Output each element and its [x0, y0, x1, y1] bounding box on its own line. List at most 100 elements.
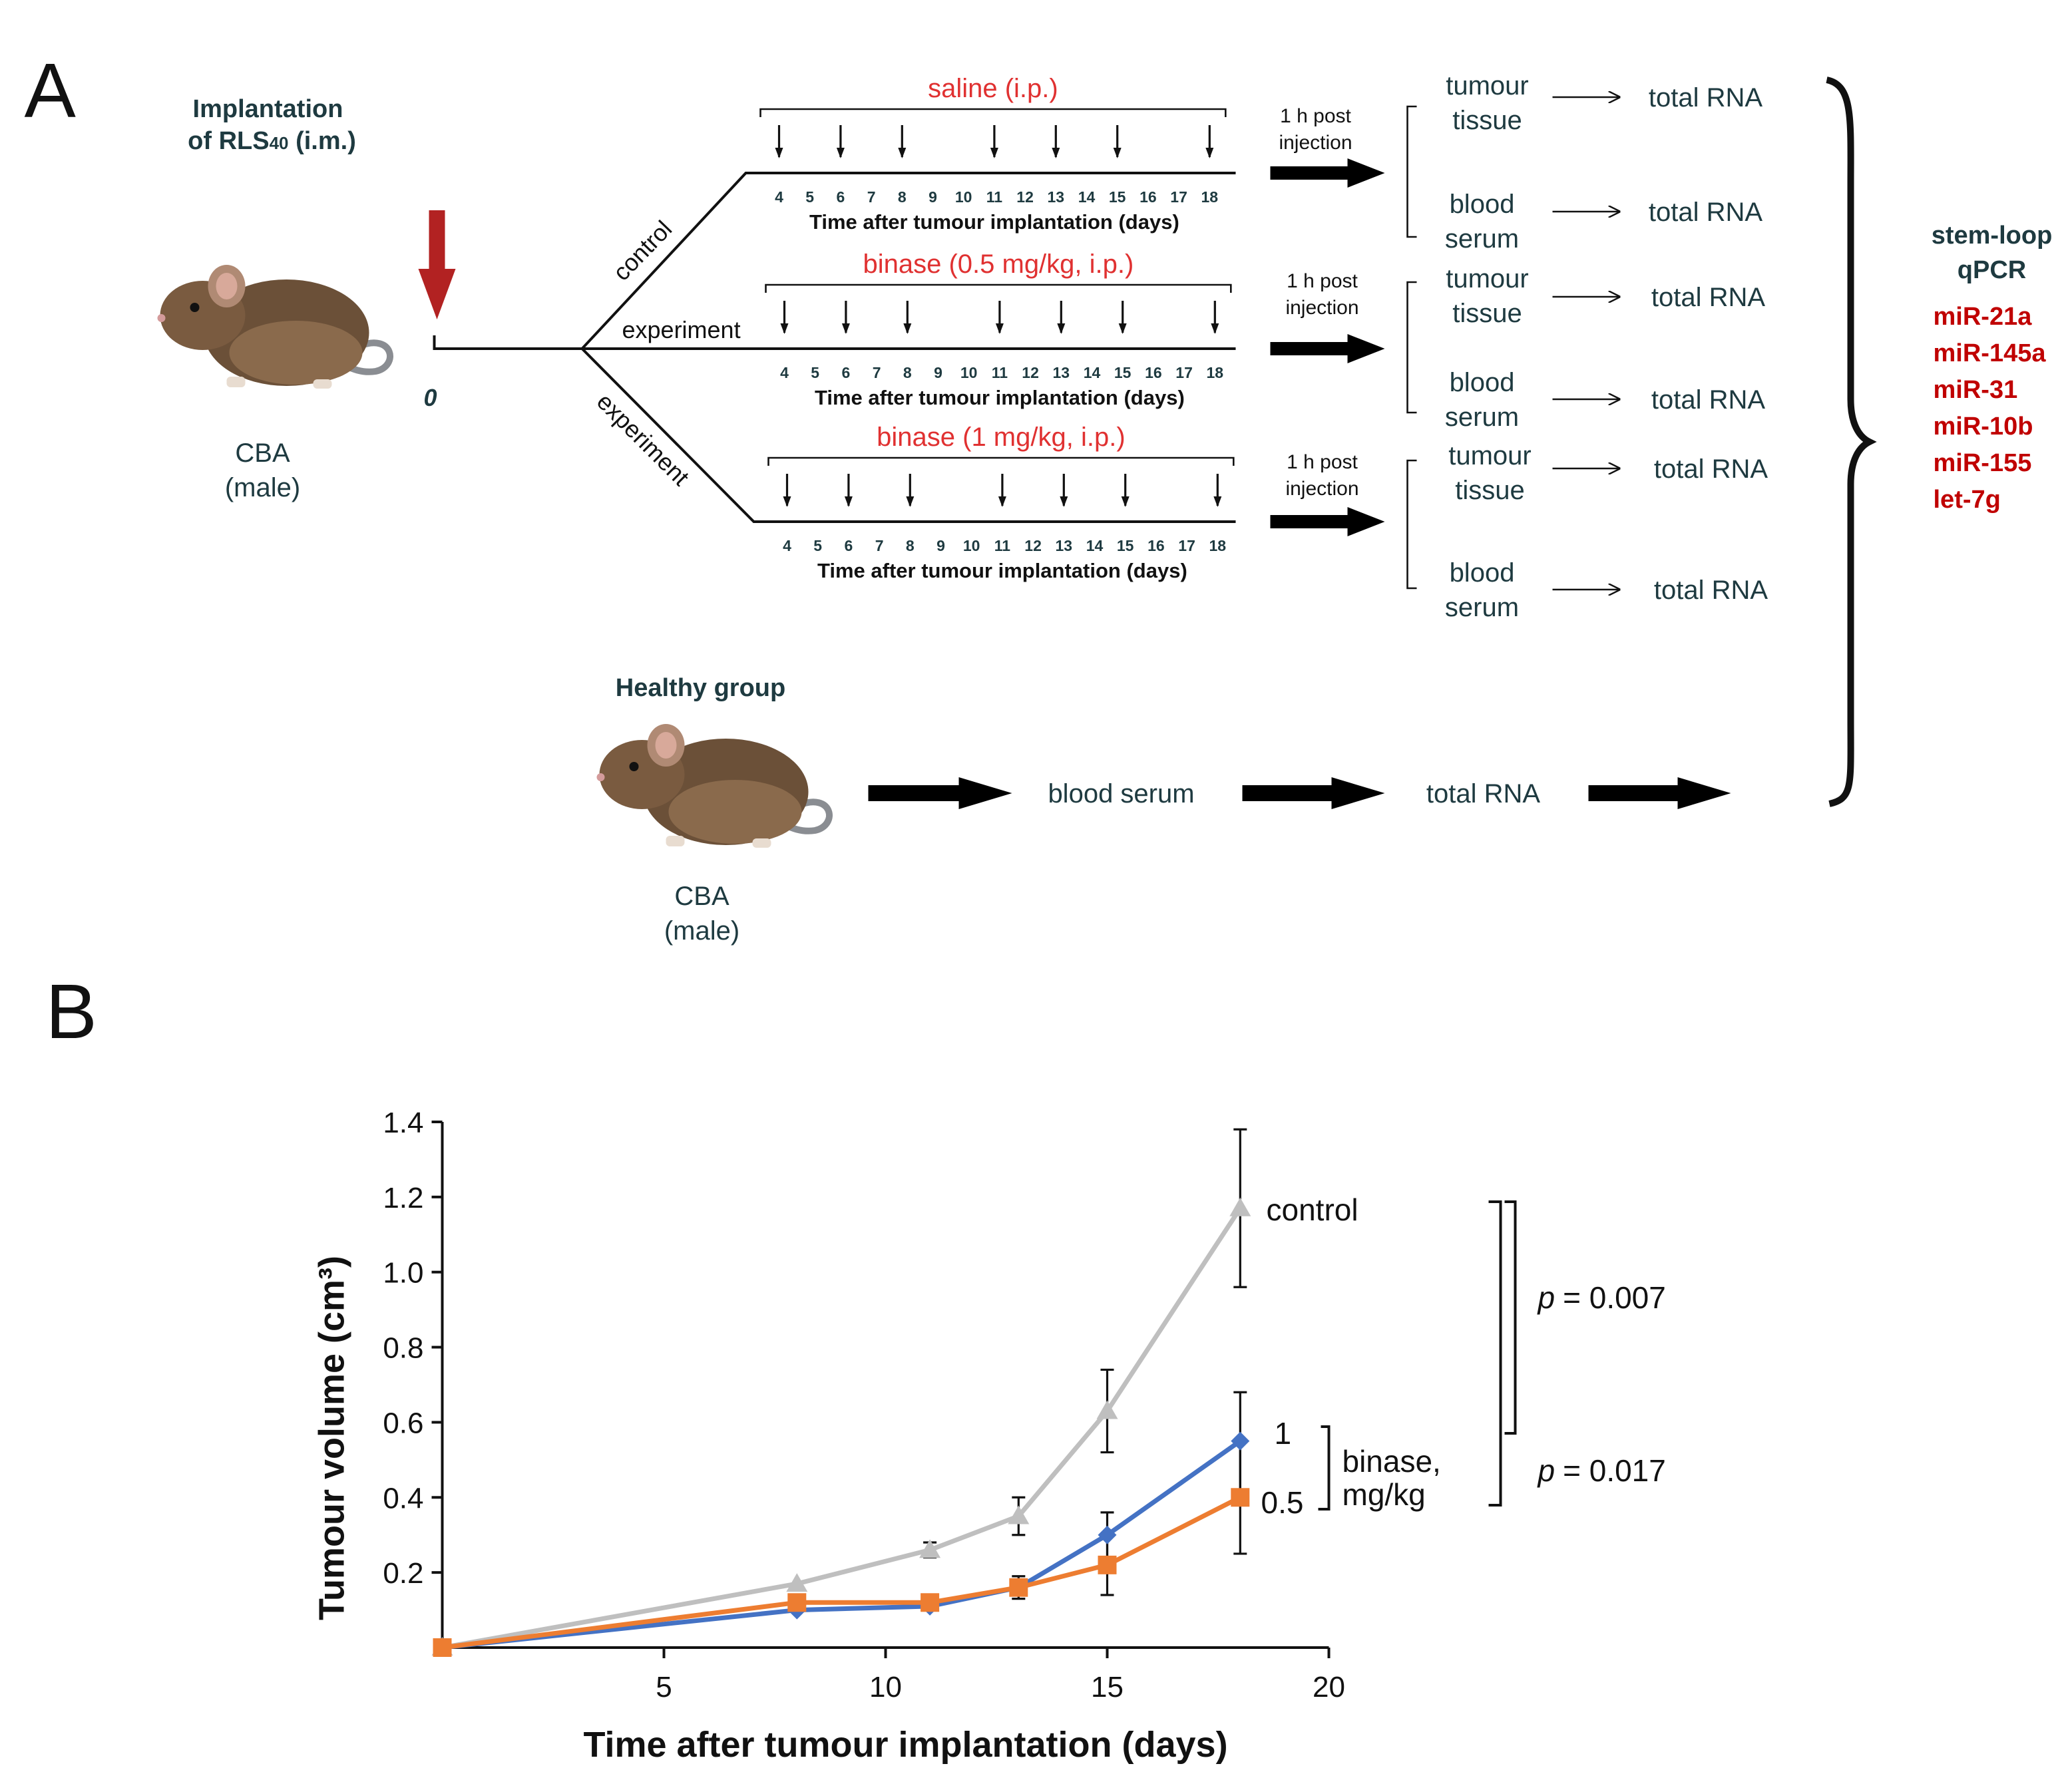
timeline-tick-label: 7 [875, 537, 884, 554]
timeline-tick-label: 18 [1207, 364, 1224, 381]
post-injection-arrow [1270, 507, 1385, 536]
x-axis-label: Time after tumour implantation (days) [583, 1725, 1227, 1765]
group-binase-1: binase (1 mg/kg, i.p.) 4 5 6 7 8 9 10 11 12 13 14 15… [767, 423, 1235, 582]
control-label: control [1267, 1192, 1358, 1227]
post-injection-label: 1 h post [1287, 270, 1358, 292]
healthy-step-blood-serum: blood serum [1048, 779, 1194, 808]
timeline-tick-label: 14 [1086, 537, 1104, 554]
post-injection-label: 1 h post [1280, 105, 1351, 127]
branch-label-experiment-2: experiment [592, 388, 695, 491]
sample-label: serum [1445, 403, 1519, 432]
y-tick-label: 1.0 [383, 1257, 423, 1290]
timeline-tick-label: 4 [780, 364, 789, 381]
timeline-tick-label: 4 [775, 188, 783, 206]
y-tick-label: 0.2 [383, 1557, 423, 1590]
x-tick-label: 20 [1313, 1671, 1345, 1703]
data-point [1229, 1197, 1251, 1216]
total-rna-label: total RNA [1651, 385, 1765, 415]
treatment-bracket [759, 108, 1227, 117]
post-injection-label: 1 h post [1287, 451, 1358, 473]
samples-block: tumour tissue total RNA blood serum total RNA… [1406, 71, 1768, 622]
data-point [433, 1638, 452, 1657]
panel-b-label: B [46, 968, 97, 1055]
mirna-item: miR-145a [1934, 339, 2047, 367]
timeline-tick-label: 16 [1145, 364, 1162, 381]
sample-label: blood [1450, 558, 1515, 588]
timeline-tick-label: 18 [1209, 537, 1227, 554]
y-tick-label: 0.4 [383, 1482, 423, 1514]
timeline-tick-label: 6 [842, 364, 851, 381]
mirna-item: miR-10b [1934, 413, 2033, 441]
timeline-tick-label: 16 [1140, 188, 1157, 206]
mouse-illustration [157, 265, 393, 389]
timeline-tick-label: 6 [837, 188, 845, 206]
timeline-tick-label: 17 [1170, 188, 1187, 206]
branch-label-experiment-1: experiment [622, 316, 741, 343]
treatment-bracket [767, 456, 1235, 466]
timeline-axis-label: Time after tumour implantation (days) [817, 559, 1187, 582]
treatment-label: saline (i.p.) [928, 74, 1058, 103]
timeline-tick-label: 14 [1084, 364, 1101, 381]
sample-label: tumour [1446, 264, 1529, 293]
treatment-label: binase (1 mg/kg, i.p.) [877, 423, 1126, 452]
timeline-tick-label: 4 [783, 537, 791, 554]
panel-a-label: A [25, 47, 77, 134]
timeline-tick-label: 8 [906, 537, 915, 554]
data-point [786, 1573, 808, 1592]
series-line [442, 1439, 1242, 1650]
y-axis-label: Tumour volume (cm³) [312, 1256, 352, 1620]
timeline-tick-label: 12 [1022, 364, 1039, 381]
post-injection-label: injection [1285, 297, 1358, 319]
healthy-step-total-rna: total RNA [1426, 779, 1540, 808]
timeline-tick-label: 5 [813, 537, 822, 554]
x-tick-label: 10 [869, 1671, 902, 1703]
p-value-control-vs-05: p = 0.017 [1537, 1453, 1666, 1488]
sample-label: serum [1445, 224, 1519, 254]
implantation-title: Implantation [193, 95, 343, 123]
post-injection-arrow [1270, 158, 1385, 188]
post-injection-label: injection [1285, 478, 1358, 500]
data-point [787, 1593, 807, 1612]
timeline-tick-label: 13 [1053, 364, 1070, 381]
data-point [1098, 1525, 1117, 1544]
timeline-tick-label: 12 [1016, 188, 1034, 206]
data-point [1008, 1505, 1030, 1524]
mirna-list: miR-21a miR-145a miR-31 miR-10b miR-155 let-7… [1934, 303, 2047, 514]
sample-label: blood [1450, 368, 1515, 397]
p-value-control-vs-1: p = 0.007 [1537, 1280, 1666, 1315]
y-tick-label: 0.8 [383, 1332, 423, 1365]
healthy-cba-label: CBA [674, 882, 729, 911]
branch-label-control: control [608, 215, 678, 285]
healthy-group-title: Healthy group [616, 674, 785, 702]
binase-bracket [1318, 1425, 1331, 1511]
sample-bracket [1406, 105, 1417, 238]
treatment-bracket [765, 283, 1232, 293]
significance-brackets [1488, 1200, 1517, 1507]
sample-bracket [1406, 281, 1417, 414]
y-tick-label: 1.4 [383, 1107, 423, 1139]
mirna-item: miR-21a [1934, 303, 2033, 331]
sample-label: tissue [1455, 476, 1525, 505]
binase-label: binase, [1343, 1444, 1441, 1479]
series-line [442, 1495, 1241, 1650]
timeline-tick-label: 17 [1178, 537, 1195, 554]
dose-05-label: 0.5 [1261, 1485, 1304, 1520]
healthy-male-label: (male) [664, 916, 739, 946]
total-rna-label: total RNA [1649, 83, 1762, 112]
sample-label: tissue [1452, 106, 1522, 135]
timeline-tick-label: 10 [963, 537, 980, 554]
total-rna-label: total RNA [1651, 283, 1765, 312]
timeline-tick-label: 10 [960, 364, 978, 381]
y-tick-label: 0.6 [383, 1407, 423, 1439]
dose-1-label: 1 [1275, 1416, 1292, 1451]
branch-lines [433, 172, 1236, 523]
series-line [441, 1206, 1243, 1650]
timeline-tick-label: 11 [992, 364, 1008, 381]
timeline-tick-label: 13 [1048, 188, 1065, 206]
y-tick-label: 1.2 [383, 1182, 423, 1214]
treatment-label: binase (0.5 mg/kg, i.p.) [863, 250, 1134, 279]
x-tick-label: 15 [1091, 1671, 1124, 1703]
timeline-tick-label: 18 [1201, 188, 1219, 206]
timeline-tick-label: 9 [929, 188, 937, 206]
timeline-tick-label: 11 [994, 537, 1011, 554]
